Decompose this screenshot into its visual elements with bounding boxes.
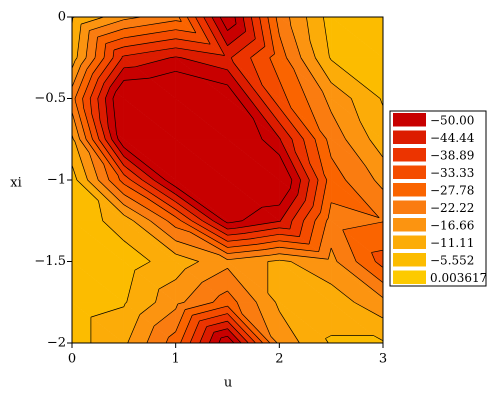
x-tick-label: 1 xyxy=(172,352,180,367)
legend-swatch xyxy=(393,201,426,215)
legend-label: −22.22 xyxy=(430,201,474,215)
y-tick-label: −1.5 xyxy=(34,254,66,269)
legend-swatch xyxy=(393,131,426,145)
legend-swatch xyxy=(393,236,426,250)
legend-swatch xyxy=(393,113,426,127)
y-tick-label: 0 xyxy=(58,10,66,25)
legend-label: −33.33 xyxy=(430,166,474,180)
legend-label: −27.78 xyxy=(430,183,474,197)
y-axis-label: xi xyxy=(10,176,22,191)
x-tick-label: 2 xyxy=(275,352,283,367)
legend-swatch xyxy=(393,148,426,162)
legend-label: −5.552 xyxy=(430,253,474,267)
legend-label: −50.00 xyxy=(430,113,474,127)
legend-label: 0.003617 xyxy=(430,271,487,285)
legend-label: −11.11 xyxy=(430,236,474,250)
contour-line xyxy=(122,56,124,57)
x-axis-label: u xyxy=(224,376,232,391)
legend-label: −38.89 xyxy=(430,148,474,162)
x-tick-label: 3 xyxy=(379,352,387,367)
legend-swatch xyxy=(393,183,426,197)
legend-label: −16.66 xyxy=(430,218,474,232)
y-tick-label: −2 xyxy=(47,336,66,351)
y-tick-label: −0.5 xyxy=(34,91,66,106)
legend-swatch xyxy=(393,218,426,232)
x-tick-label: 0 xyxy=(68,352,76,367)
legend-swatch xyxy=(393,271,426,285)
legend-swatch xyxy=(393,166,426,180)
legend-label: −44.44 xyxy=(430,131,475,145)
legend-swatch xyxy=(393,253,426,267)
y-tick-label: −1 xyxy=(47,173,66,188)
